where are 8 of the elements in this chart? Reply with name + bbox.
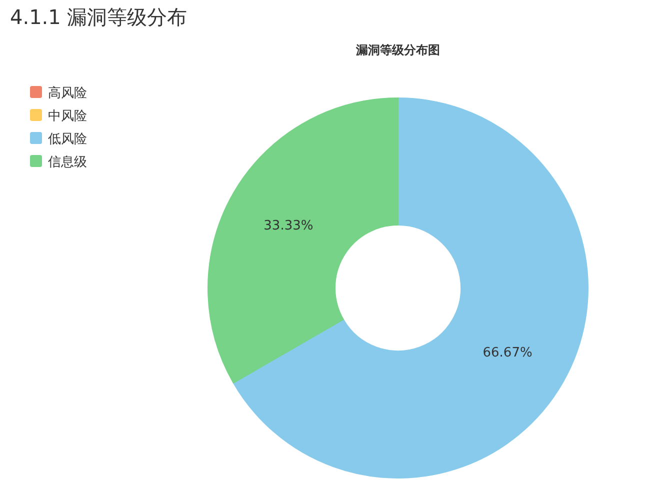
legend-label: 低风险 bbox=[48, 132, 87, 147]
text: 4.1.1 漏洞等级分布 bbox=[10, 5, 188, 29]
data-label: 33.33% bbox=[264, 218, 314, 234]
data-label: 66.67% bbox=[482, 345, 532, 360]
legend-label: 信息级 bbox=[48, 155, 87, 170]
legend-label: 高风险 bbox=[48, 85, 87, 101]
legend-label: 中风险 bbox=[48, 109, 87, 124]
chart-title: 漏洞等级分布图 bbox=[355, 43, 440, 57]
